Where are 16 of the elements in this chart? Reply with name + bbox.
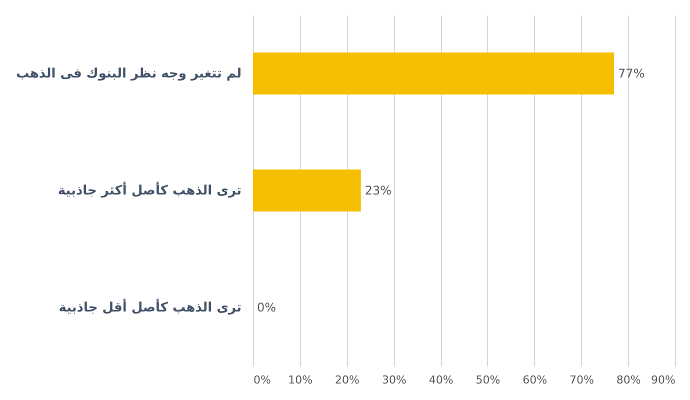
x-tick-label: 0% [254,374,271,386]
data-label: 77% [618,66,645,80]
y-tick-label: لم تتغير وجه نظر البنوك فى الذهب [16,66,242,82]
x-tick-label: 80% [616,374,641,386]
x-tick-label: 60% [522,374,548,386]
data-label: 0% [257,300,276,314]
x-tick-label: 10% [288,374,313,386]
x-tick-label: 30% [382,374,406,386]
x-tick-label: 70% [569,374,594,386]
y-tick-label: ترى الذهب كأصل أقل جاذبية [58,298,242,316]
x-tick-label: 90% [651,374,676,386]
x-tick-label: 40% [428,374,454,386]
y-tick-label: ترى الذهب كأصل أكثر جاذبية [58,182,242,198]
data-label: 23% [364,184,392,198]
x-tick-label: 50% [476,374,500,386]
x-tick-label: 20% [335,374,360,386]
